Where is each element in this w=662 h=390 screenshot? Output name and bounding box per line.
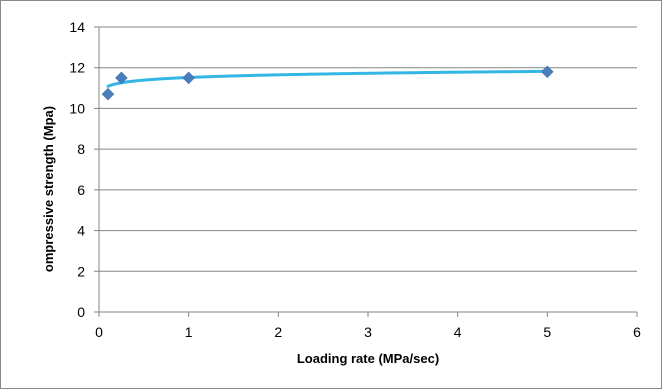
y-tick-label: 4: [77, 223, 85, 239]
x-tick-label: 4: [454, 324, 462, 340]
x-tick-label: 2: [274, 324, 282, 340]
y-tick-label: 14: [69, 19, 85, 35]
x-tick-label: 6: [633, 324, 641, 340]
data-point: [101, 87, 115, 101]
data-point: [115, 71, 128, 85]
x-tick-label: 0: [95, 324, 103, 340]
trendline: [106, 69, 549, 88]
x-tick-label: 5: [543, 324, 551, 340]
x-tick-label: 3: [364, 324, 372, 340]
y-axis-label: ompressive strength (Mpa): [41, 106, 56, 272]
x-axis-label: Loading rate (MPa/sec): [297, 351, 439, 366]
y-tick-label: 12: [69, 60, 85, 76]
y-tick-label: 8: [77, 141, 85, 157]
data-point: [540, 65, 554, 79]
y-tick-label: 6: [77, 182, 85, 198]
y-tick-label: 2: [77, 263, 85, 279]
y-tick-label: 10: [69, 100, 85, 116]
data-point: [182, 71, 196, 85]
x-tick-label: 1: [185, 324, 193, 340]
y-tick-label: 0: [77, 304, 85, 320]
